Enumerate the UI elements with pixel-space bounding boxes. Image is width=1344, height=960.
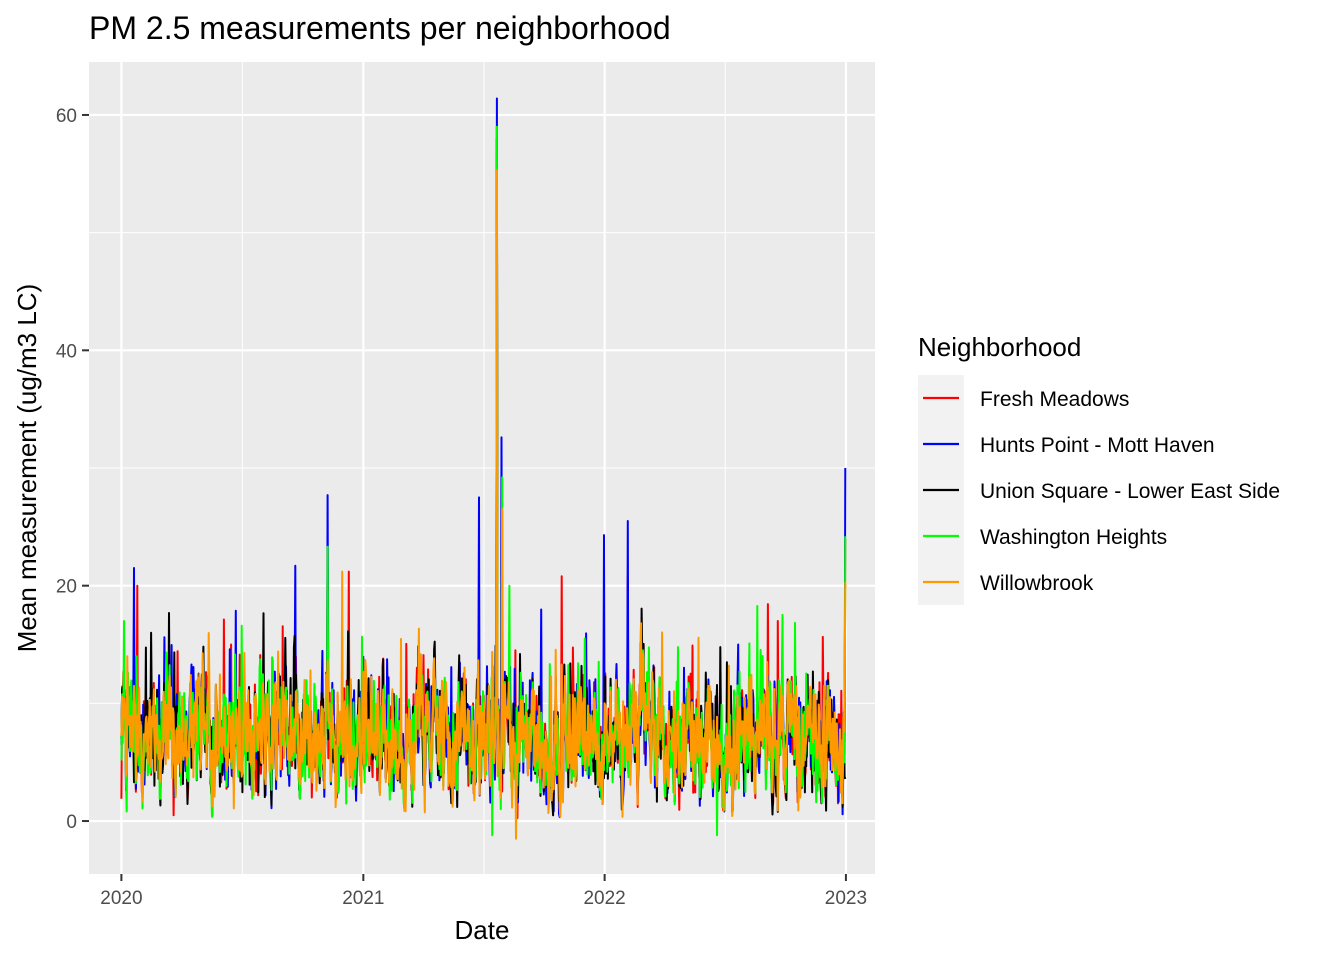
y-tick-label: 60: [56, 106, 77, 127]
y-tick-label: 20: [56, 577, 77, 598]
x-tick-label: 2022: [583, 888, 625, 909]
legend-label: Fresh Meadows: [980, 388, 1129, 411]
series-layer: [120, 97, 847, 840]
legend: Neighborhood Fresh Meadows Hunts Point - …: [918, 332, 1280, 605]
legend-label: Hunts Point - Mott Haven: [980, 434, 1215, 457]
series-line: [120, 169, 847, 840]
legend-title: Neighborhood: [918, 332, 1081, 362]
y-tick-label: 0: [66, 812, 77, 833]
y-axis-title: Mean measurement (ug/m3 LC): [12, 284, 42, 652]
x-axis-title: Date: [455, 915, 510, 945]
y-axis: 0 20 40 60: [56, 106, 89, 833]
x-axis: 2020 2021 2022 2023: [100, 874, 867, 909]
legend-label: Washington Heights: [980, 526, 1167, 549]
x-tick-label: 2023: [825, 888, 867, 909]
legend-label: Union Square - Lower East Side: [980, 480, 1280, 503]
chart-title: PM 2.5 measurements per neighborhood: [89, 10, 671, 46]
legend-label: Willowbrook: [980, 572, 1094, 595]
y-tick-label: 40: [56, 341, 77, 362]
x-tick-label: 2020: [100, 888, 142, 909]
x-tick-label: 2021: [342, 888, 384, 909]
